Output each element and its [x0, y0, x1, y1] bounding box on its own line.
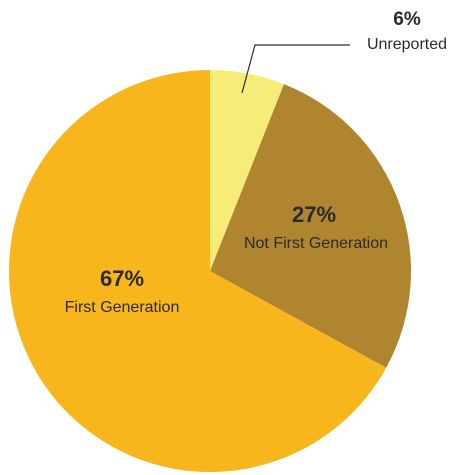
not-first-generation-name-label: Not First Generation — [244, 235, 388, 252]
unreported-name-label: Unreported — [367, 36, 447, 53]
pie-slices — [9, 70, 411, 472]
first-generation-percent-label: 67% — [100, 266, 144, 291]
first-generation-name-label: First Generation — [65, 299, 180, 316]
unreported-percent-label: 6% — [393, 9, 421, 30]
not-first-generation-percent-label: 27% — [292, 202, 336, 227]
